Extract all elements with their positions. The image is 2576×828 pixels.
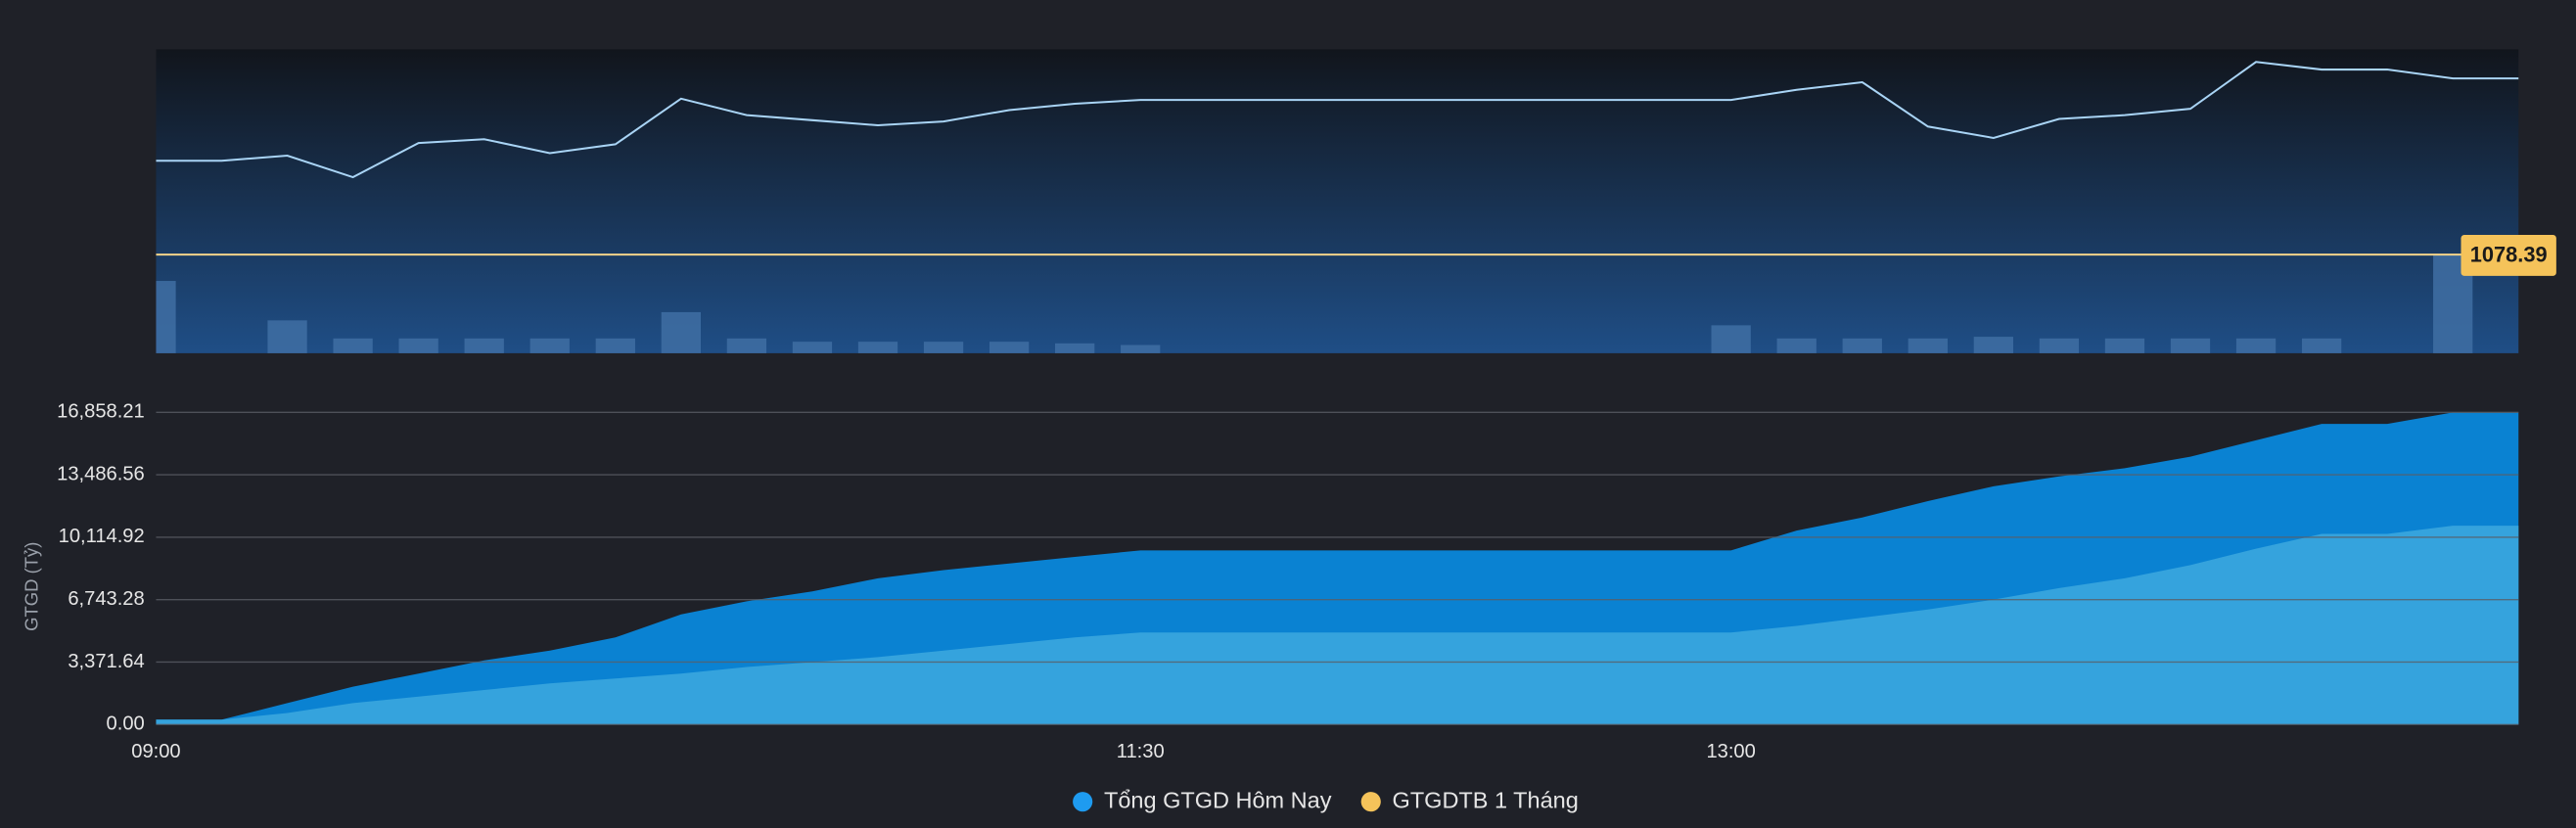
volume-bar	[726, 338, 767, 353]
volume-bar	[1055, 343, 1095, 353]
x-tick-label: 11:30	[1117, 741, 1165, 762]
volume-bar	[156, 281, 176, 353]
y-tick-label: 3,371.64	[68, 651, 144, 672]
legend-marker	[1073, 792, 1093, 812]
volume-bar	[923, 342, 964, 353]
volume-bar	[1842, 338, 1882, 353]
volume-bar	[2170, 338, 2211, 353]
volume-bar	[1776, 338, 1817, 353]
volume-bar	[857, 342, 898, 353]
volume-bar	[398, 338, 438, 353]
index-panel	[156, 49, 2519, 353]
volume-bar	[1973, 337, 2013, 353]
volume-bar	[333, 338, 373, 353]
legend-label: GTGDTB 1 Tháng	[1393, 787, 1579, 812]
y-tick-label: 0.00	[107, 713, 145, 735]
y-axis-label: GTGD (Tỷ)	[21, 542, 41, 631]
reference-label-box	[2461, 234, 2556, 276]
volume-bar	[529, 338, 570, 353]
volume-bar	[1121, 345, 1161, 353]
volume-bar	[2039, 338, 2080, 353]
volume-bar	[989, 342, 1030, 353]
volume-bar	[2301, 338, 2342, 353]
legend-label: Tổng GTGD Hôm Nay	[1104, 787, 1332, 812]
x-tick-label: 09:00	[131, 741, 180, 762]
legend-marker	[1360, 792, 1381, 812]
volume-bar	[1711, 325, 1751, 353]
y-tick-label: 10,114.92	[59, 526, 145, 547]
volume-bar	[792, 342, 833, 353]
y-tick-label: 6,743.28	[68, 588, 144, 610]
x-tick-label: 13:00	[1706, 741, 1755, 762]
reference-label: 1078.39	[2470, 243, 2548, 267]
index-line	[156, 61, 2519, 179]
y-tick-label: 16,858.21	[57, 401, 145, 423]
volume-bar	[464, 338, 504, 353]
volume-bar	[661, 311, 702, 353]
area	[156, 526, 2519, 725]
volume-bar	[2104, 338, 2145, 353]
volume-bar	[595, 338, 635, 353]
volume-bar	[2235, 338, 2277, 353]
volume-bar	[267, 320, 307, 353]
y-tick-label: 13,486.56	[57, 463, 145, 484]
volume-bar	[1908, 338, 1948, 353]
